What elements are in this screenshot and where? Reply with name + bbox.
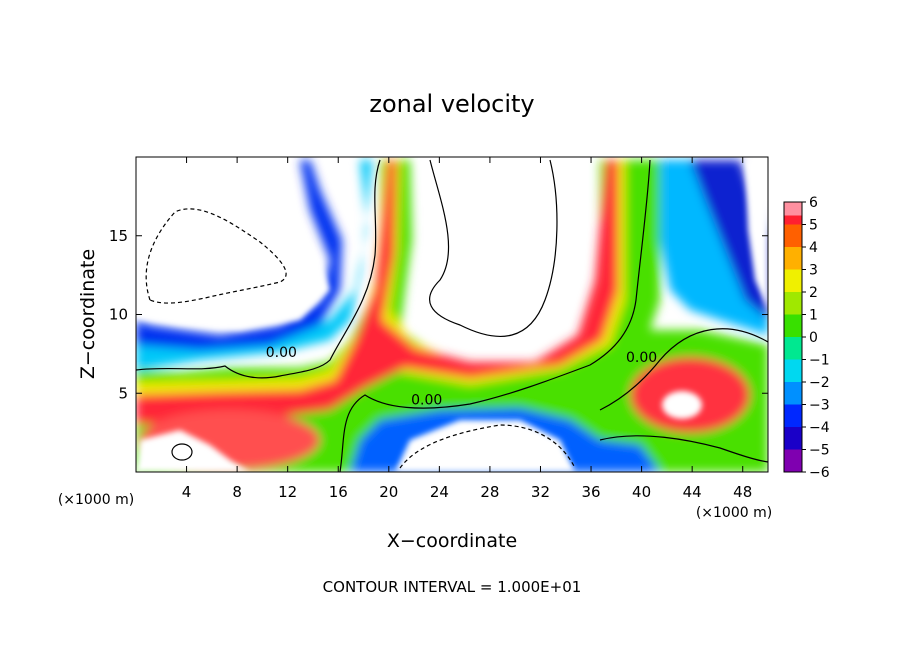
colorbar-label-2: −4	[809, 420, 830, 436]
colorbar-segment-7	[784, 292, 802, 315]
x-axis: 4 8 12 16 20 24 28 32 36 40 44 48	[182, 157, 752, 501]
x-tick-label-7: 32	[531, 483, 550, 501]
x-tick-label-9: 40	[632, 483, 651, 501]
contour-lower-right	[599, 435, 768, 463]
contour-zero-right	[599, 328, 768, 411]
colorbar-label-12: 6	[809, 195, 818, 211]
field-white-upperleft	[136, 160, 330, 330]
colorbar-segment-top	[784, 202, 802, 216]
contour-labels: 0.00 0.00 0.00	[266, 345, 657, 408]
field-white-bottomcenter	[395, 420, 575, 472]
colorbar-label-8: 2	[809, 285, 818, 301]
y-tick-label-1: 10	[109, 306, 128, 324]
contour-label-2: 0.00	[626, 350, 657, 366]
contour-zero-left	[136, 159, 381, 379]
contour-neg-bottom	[399, 424, 576, 469]
colorbar-label-5: −1	[809, 353, 830, 369]
y-axis: 5 10 15	[109, 227, 768, 402]
colorbar-segment-1	[784, 427, 802, 450]
colorbar-label-9: 3	[809, 263, 818, 279]
colorbar-segment-3	[784, 382, 802, 405]
colorbar-label-6: 0	[809, 330, 818, 346]
colorbar-segment-2	[784, 404, 802, 427]
colorbar-label-4: −2	[809, 375, 830, 391]
colorbar-label-1: −5	[809, 443, 830, 459]
colorbar-segment-5	[784, 337, 802, 360]
colorbar-segment-10	[784, 224, 802, 247]
x-tick-label-11: 48	[733, 483, 752, 501]
field-white-bottomleft	[136, 430, 250, 472]
y-tick-label-2: 15	[109, 227, 128, 245]
contour-label-1: 0.00	[411, 392, 442, 408]
contour-neg-upperleft	[145, 208, 287, 304]
colorbar-segment-4	[784, 359, 802, 382]
x-tick-label-10: 44	[683, 483, 702, 501]
contour-zero-middle	[339, 159, 651, 472]
colorbar-segment-8	[784, 269, 802, 292]
field-left-dblue	[136, 160, 342, 350]
colorbar-label-10: 4	[809, 240, 818, 256]
field-white-center	[420, 160, 580, 342]
colorbar-segment-0	[784, 449, 802, 472]
contour-interval-note: CONTOUR INTERVAL = 1.000E+01	[323, 578, 582, 596]
color-field	[136, 159, 768, 472]
y-axis-unit: (×1000 m)	[58, 492, 134, 508]
colorbar-label-0: −6	[809, 465, 830, 481]
colorbar-label-3: −3	[809, 398, 830, 414]
field-red-band	[136, 160, 618, 425]
x-tick-label-4: 20	[379, 483, 398, 501]
y-axis-title: Z−coordinate	[77, 249, 99, 379]
contour-pos-center	[429, 159, 558, 338]
contour-small-loop	[171, 443, 193, 461]
x-tick-label-8: 36	[581, 483, 600, 501]
field-white-rightspot	[662, 391, 702, 419]
x-tick-label-3: 16	[329, 483, 348, 501]
x-axis-unit: (×1000 m)	[696, 505, 772, 521]
x-axis-title: X−coordinate	[387, 530, 517, 552]
field-white-right	[745, 160, 768, 310]
x-tick-label-2: 12	[278, 483, 297, 501]
colorbar-segment-6	[784, 314, 802, 337]
field-left-blue	[136, 160, 372, 370]
colorbar-segment-9	[784, 247, 802, 270]
y-tick-label-0: 5	[118, 384, 128, 402]
x-tick-label-6: 28	[480, 483, 499, 501]
x-tick-label-1: 8	[232, 483, 242, 501]
chart-title: zonal velocity	[369, 90, 534, 118]
x-tick-label-5: 24	[430, 483, 449, 501]
colorbar-label-7: 1	[809, 308, 818, 324]
colorbar-label-11: 5	[809, 218, 818, 234]
colorbar: −6 −5 −4 −3 −2 −1 0 1 2 3 4 5 6	[783, 195, 830, 481]
contour-label-0: 0.00	[266, 345, 297, 361]
x-tick-label-0: 4	[182, 483, 192, 501]
